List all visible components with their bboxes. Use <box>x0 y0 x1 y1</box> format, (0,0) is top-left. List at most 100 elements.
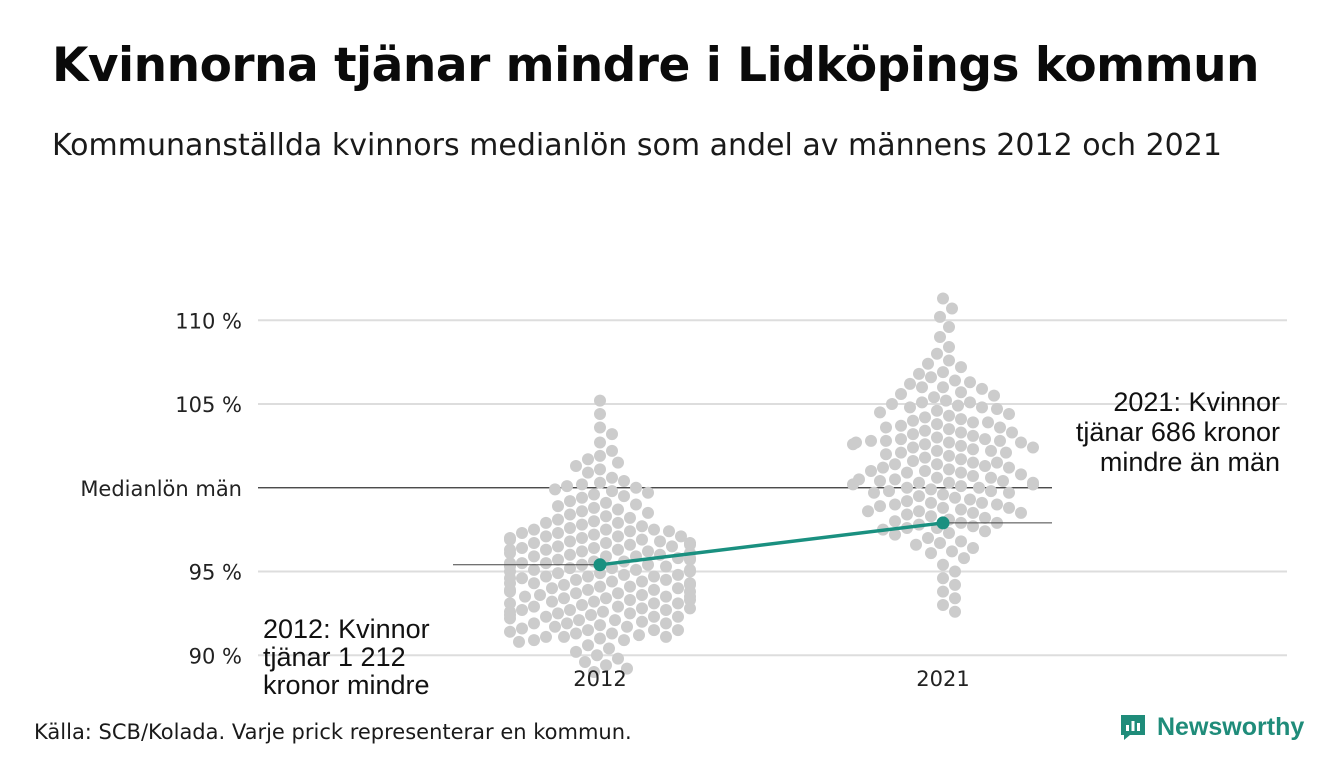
data-point <box>540 630 552 643</box>
data-point <box>552 500 564 513</box>
annotation-line: än män <box>263 698 353 700</box>
data-point <box>552 553 564 566</box>
data-point <box>576 478 588 491</box>
data-point <box>564 535 576 548</box>
data-point <box>648 610 660 623</box>
data-point <box>931 404 943 417</box>
data-point <box>630 481 642 494</box>
data-point <box>889 473 901 486</box>
data-point <box>919 411 931 424</box>
data-point <box>540 543 552 556</box>
data-point <box>1015 468 1027 481</box>
data-point <box>943 449 955 462</box>
data-point <box>672 568 684 581</box>
data-point <box>588 666 600 678</box>
data-point <box>576 545 588 558</box>
data-point <box>612 530 624 543</box>
data-point <box>588 501 600 514</box>
data-point <box>600 523 612 536</box>
data-point <box>684 593 696 606</box>
data-point <box>1006 426 1018 439</box>
data-point <box>901 481 913 494</box>
data-point <box>847 438 859 451</box>
data-point <box>913 367 925 380</box>
y-tick-label: 90 % <box>189 644 242 668</box>
data-point <box>931 444 943 457</box>
data-point <box>582 639 594 652</box>
data-point <box>564 521 576 534</box>
data-point <box>528 577 540 590</box>
data-point <box>862 505 874 518</box>
data-point <box>949 374 961 387</box>
data-point <box>955 466 967 479</box>
data-point <box>642 486 654 499</box>
data-point <box>937 488 949 501</box>
data-point <box>994 421 1006 434</box>
data-point <box>847 478 859 491</box>
data-point <box>630 563 642 576</box>
data-point <box>564 548 576 561</box>
data-point <box>594 632 606 645</box>
data-point <box>528 617 540 630</box>
data-point <box>967 429 979 442</box>
data-point <box>564 604 576 617</box>
data-point <box>642 545 654 558</box>
data-point <box>558 578 570 591</box>
data-point <box>528 634 540 647</box>
brand-name: Newsworthy <box>1157 712 1305 741</box>
data-point <box>516 622 528 635</box>
data-point <box>937 292 949 305</box>
data-point <box>609 614 621 627</box>
data-point <box>1027 478 1039 491</box>
data-point <box>991 456 1003 469</box>
data-point <box>606 444 618 457</box>
data-point <box>964 493 976 506</box>
y-axis-tick-labels: 110 % 105 % Medianlön män 95 % 90 % <box>80 309 242 668</box>
data-point <box>967 506 979 519</box>
data-point <box>540 557 552 570</box>
data-point <box>967 443 979 456</box>
data-point <box>976 496 988 509</box>
data-point <box>931 347 943 360</box>
data-point <box>594 408 606 421</box>
data-point <box>955 413 967 426</box>
data-point <box>663 525 675 538</box>
data-point <box>660 560 672 573</box>
data-point <box>979 511 991 524</box>
data-point <box>594 421 606 434</box>
data-point <box>949 578 961 591</box>
data-point <box>528 600 540 613</box>
data-point <box>570 645 582 658</box>
annotation-line: kronor mindre <box>263 670 430 700</box>
data-point <box>504 625 516 638</box>
data-point <box>976 401 988 414</box>
data-point <box>606 428 618 441</box>
data-point <box>934 331 946 343</box>
data-point <box>597 605 609 618</box>
data-point <box>564 508 576 521</box>
data-point <box>955 361 967 374</box>
data-point <box>877 461 889 474</box>
data-point <box>600 537 612 550</box>
data-point <box>943 423 955 436</box>
data-point <box>552 513 564 526</box>
brand-chart-icon <box>1121 715 1145 740</box>
data-point <box>967 416 979 429</box>
data-point <box>910 538 922 551</box>
data-point <box>997 475 1009 488</box>
data-point <box>633 629 645 642</box>
data-point <box>660 573 672 586</box>
data-point <box>618 634 630 647</box>
data-point <box>576 599 588 611</box>
data-point <box>612 587 624 600</box>
data-point <box>937 572 949 585</box>
data-point <box>955 503 967 516</box>
data-point <box>624 525 636 538</box>
annotation-line: tjänar 686 kronor <box>1076 417 1280 447</box>
data-point <box>600 496 612 509</box>
data-point <box>600 510 612 523</box>
data-point <box>895 433 907 446</box>
data-point <box>979 525 991 538</box>
data-point <box>964 376 976 389</box>
data-point <box>922 357 934 370</box>
